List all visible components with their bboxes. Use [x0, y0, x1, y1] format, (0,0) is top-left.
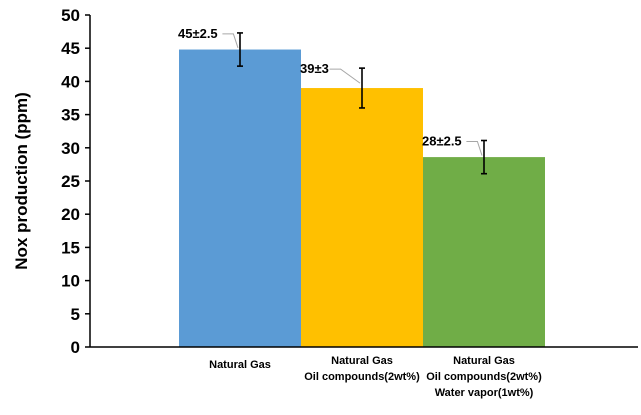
- data-label: 45±2.5: [178, 26, 218, 41]
- y-tick-label: 45: [61, 39, 80, 58]
- x-category-label: Natural Gas: [453, 355, 515, 367]
- data-label-leader-line: [222, 33, 239, 49]
- y-tick-label: 10: [61, 272, 80, 291]
- error-bars: [237, 32, 487, 175]
- bars: [179, 49, 545, 347]
- y-tick-label: 20: [61, 205, 80, 224]
- y-tick-label: 25: [61, 172, 80, 191]
- y-tick-label: 30: [61, 139, 80, 158]
- y-axis-ticks: 0 5 10 15 20 25 30 35 40 45 50: [61, 6, 90, 357]
- data-label-leader-line: [329, 68, 361, 84]
- bar: [179, 49, 301, 347]
- data-labels: 45±2.5 39±3 28±2.5: [178, 26, 483, 156]
- data-label: 39±3: [300, 61, 329, 76]
- x-category-label: Natural Gas: [209, 359, 271, 371]
- y-axis-title: Nox production (ppm): [12, 92, 31, 270]
- y-tick-label: 35: [61, 106, 80, 125]
- y-tick-label: 15: [61, 238, 80, 257]
- data-label: 28±2.5: [422, 133, 462, 148]
- y-tick-label: 5: [71, 305, 80, 324]
- x-category-label: Oil compounds(2wt%): [426, 371, 542, 383]
- y-tick-label: 40: [61, 72, 80, 91]
- x-category-label: Water vapor(1wt%): [435, 387, 534, 399]
- x-category-label: Natural Gas: [331, 355, 393, 367]
- y-tick-label: 0: [71, 338, 80, 357]
- data-label-leader-line: [466, 140, 483, 156]
- bar: [301, 88, 423, 347]
- x-axis-category-labels: Natural Gas Natural Gas Oil compounds(2wt%…: [209, 355, 542, 399]
- x-category-label: Oil compounds(2wt%): [304, 371, 420, 383]
- y-tick-label: 50: [61, 6, 80, 25]
- bar: [423, 157, 545, 347]
